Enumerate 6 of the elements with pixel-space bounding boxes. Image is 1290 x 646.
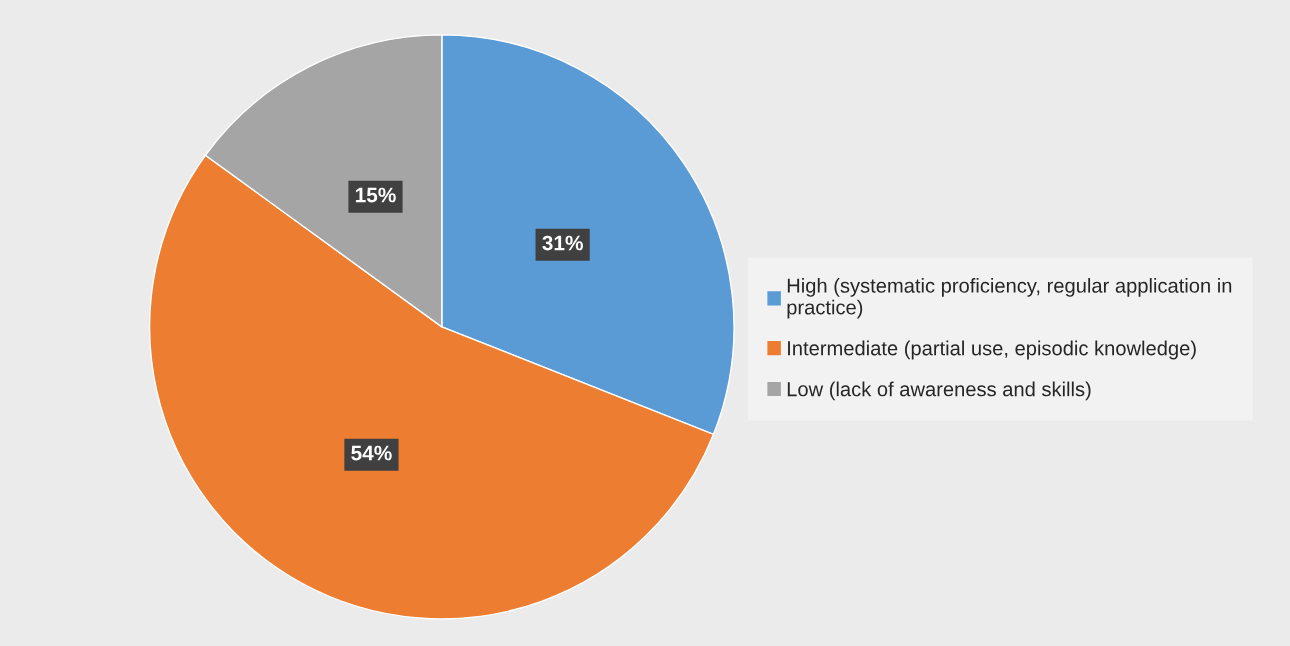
- legend-label: Low (lack of awareness and skills): [787, 381, 1091, 401]
- data-label: 54%: [351, 445, 392, 461]
- legend-label: High (systematic proficiency, regular application in practice): [787, 277, 1232, 319]
- data-label: 15%: [355, 187, 396, 203]
- legend-label: Intermediate (partial use, episodic knowledge): [788, 340, 1196, 360]
- data-label: 31%: [542, 235, 583, 251]
